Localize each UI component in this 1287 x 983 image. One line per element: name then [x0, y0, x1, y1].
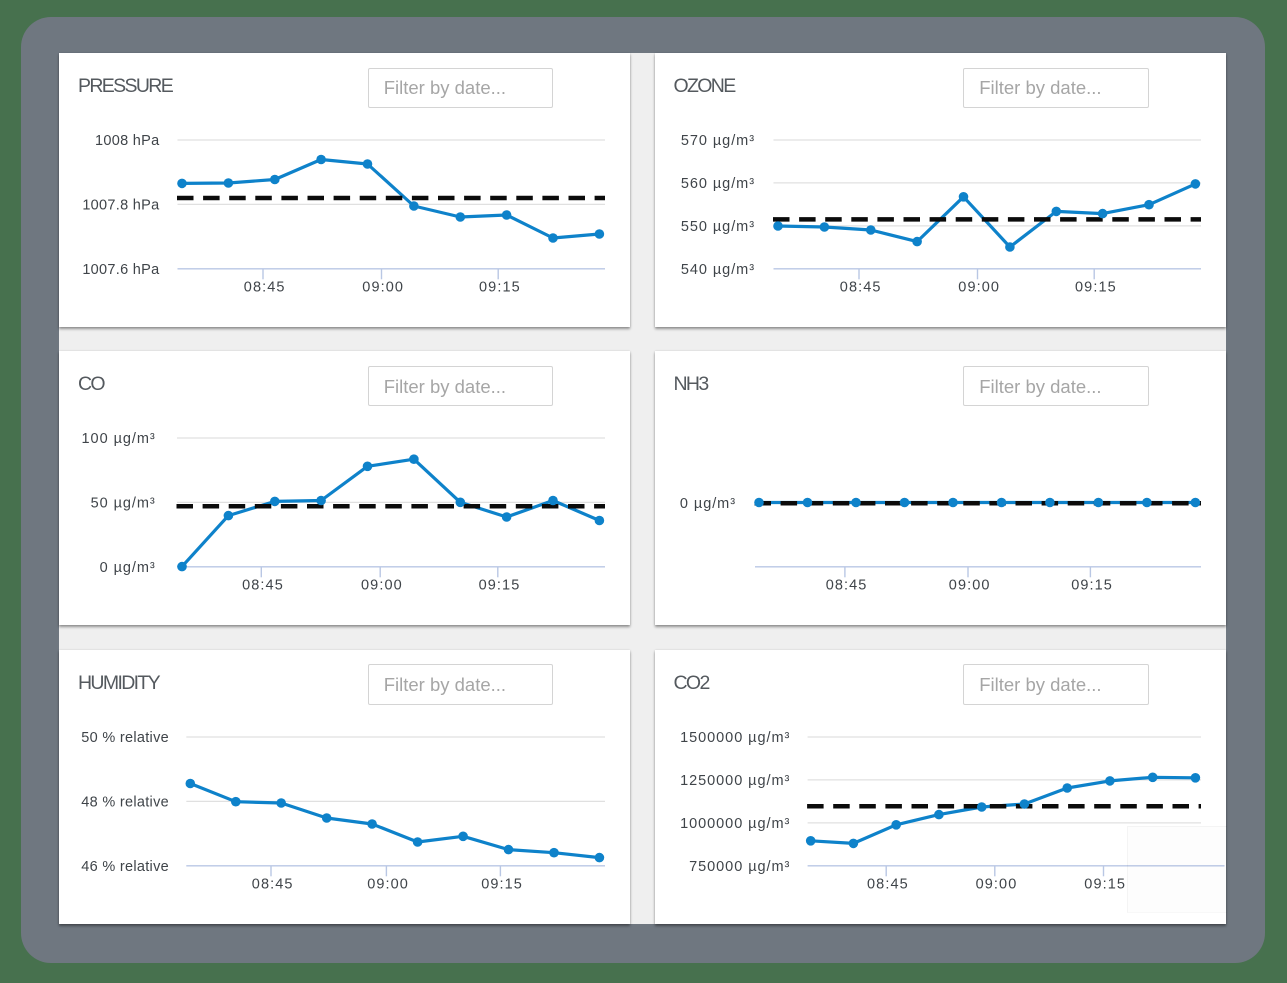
svg-text:750000 µg/m³: 750000 µg/m³ — [689, 858, 790, 874]
svg-text:08:45: 08:45 — [839, 279, 881, 295]
svg-text:09:00: 09:00 — [361, 578, 403, 594]
svg-text:09:15: 09:15 — [1084, 876, 1126, 892]
svg-text:560 µg/m³: 560 µg/m³ — [680, 176, 754, 192]
svg-text:09:00: 09:00 — [367, 876, 409, 892]
svg-text:09:00: 09:00 — [948, 578, 990, 594]
svg-text:570 µg/m³: 570 µg/m³ — [680, 133, 754, 149]
svg-text:09:00: 09:00 — [975, 876, 1017, 892]
svg-text:09:15: 09:15 — [1075, 279, 1117, 295]
svg-text:08:45: 08:45 — [867, 876, 909, 892]
svg-text:50 µg/m³: 50 µg/m³ — [91, 496, 156, 512]
svg-text:08:45: 08:45 — [252, 876, 294, 892]
svg-text:08:45: 08:45 — [242, 578, 284, 594]
svg-text:09:15: 09:15 — [479, 279, 521, 295]
svg-text:09:00: 09:00 — [958, 279, 1000, 295]
svg-text:48 % relative: 48 % relative — [81, 794, 169, 810]
svg-text:0 µg/m³: 0 µg/m³ — [100, 560, 156, 576]
svg-text:1007.8 hPa: 1007.8 hPa — [82, 197, 160, 213]
svg-text:09:00: 09:00 — [362, 279, 404, 295]
svg-text:0 µg/m³: 0 µg/m³ — [679, 496, 735, 512]
svg-text:08:45: 08:45 — [825, 578, 867, 594]
svg-text:1000000 µg/m³: 1000000 µg/m³ — [680, 815, 790, 831]
svg-text:100 µg/m³: 100 µg/m³ — [82, 431, 156, 447]
svg-text:1007.6 hPa: 1007.6 hPa — [82, 262, 160, 278]
svg-text:1008 hPa: 1008 hPa — [95, 133, 160, 149]
svg-text:09:15: 09:15 — [481, 876, 523, 892]
svg-text:540 µg/m³: 540 µg/m³ — [680, 262, 754, 278]
svg-text:09:15: 09:15 — [479, 578, 521, 594]
svg-text:550 µg/m³: 550 µg/m³ — [680, 219, 754, 235]
svg-text:08:45: 08:45 — [244, 279, 286, 295]
svg-text:1250000 µg/m³: 1250000 µg/m³ — [680, 772, 790, 788]
svg-text:1500000 µg/m³: 1500000 µg/m³ — [680, 730, 790, 746]
svg-text:09:15: 09:15 — [1071, 578, 1113, 594]
svg-text:46 % relative: 46 % relative — [81, 858, 169, 874]
svg-text:50 % relative: 50 % relative — [81, 730, 169, 746]
